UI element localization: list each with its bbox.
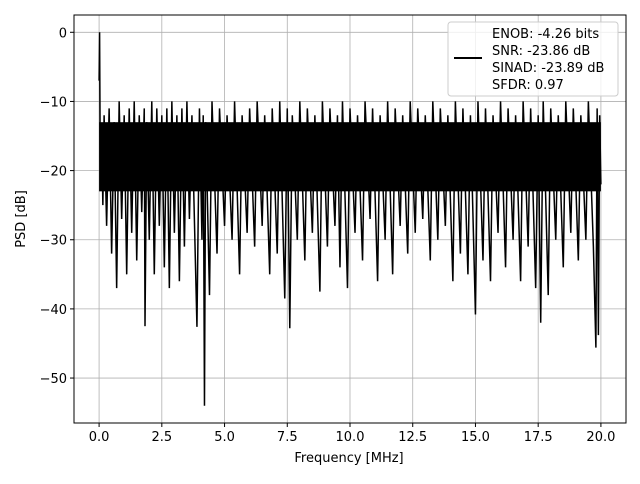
y-tick-label: 0 xyxy=(59,26,67,41)
y-tick-label: −50 xyxy=(40,372,67,387)
x-tick-label: 7.5 xyxy=(277,430,298,445)
y-axis-label: PSD [dB] xyxy=(14,190,29,248)
legend-box xyxy=(447,21,619,97)
legend-sinad: SINAD: -23.89 dB xyxy=(492,61,604,76)
legend-snr: SNR: -23.86 dB xyxy=(492,44,590,59)
legend: ENOB: -4.26 bits SNR: -23.86 dB SINAD: -… xyxy=(447,21,619,97)
legend-enob: ENOB: -4.26 bits xyxy=(492,27,599,42)
x-tick-label: 0.0 xyxy=(89,430,110,445)
psd-line xyxy=(98,32,602,406)
y-tick-label: −10 xyxy=(40,95,67,110)
legend-sfdr: SFDR: 0.97 xyxy=(492,78,564,93)
x-tick-label: 5.0 xyxy=(214,430,235,445)
x-tick-label: 10.0 xyxy=(336,430,365,445)
x-tick-label: 17.5 xyxy=(524,430,553,445)
x-tick-label: 12.5 xyxy=(398,430,427,445)
x-axis-label: Frequency [MHz] xyxy=(294,451,403,466)
y-tick-label: −40 xyxy=(40,303,67,318)
x-tick-label: 15.0 xyxy=(461,430,490,445)
x-tick-label: 20.0 xyxy=(586,430,615,445)
y-tick-label: −20 xyxy=(40,165,67,180)
x-tick-label: 2.5 xyxy=(151,430,172,445)
y-tick-label: −30 xyxy=(40,234,67,249)
